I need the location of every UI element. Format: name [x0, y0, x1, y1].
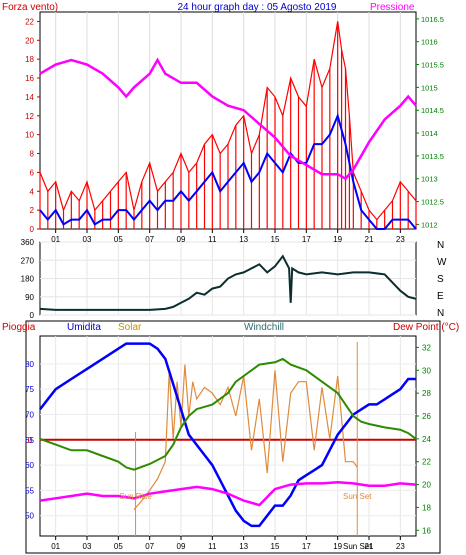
p1-x-tick-label: 09: [177, 235, 186, 244]
rain-zero-label: 0: [28, 436, 33, 445]
p3-right-tick-label: 24: [422, 435, 431, 444]
wind-gust-line: [39, 21, 417, 221]
p3-right-tick-label: 16: [422, 526, 431, 535]
p1-left-tick-label: 14: [25, 93, 34, 102]
p1-x-tick-label: 17: [302, 235, 311, 244]
p1-right-tick-label: 1012: [421, 220, 438, 229]
p2-tick-label: 360: [21, 238, 35, 247]
wind-axis-title: Forza vento): [2, 2, 58, 13]
p3-x-tick-label: 15: [271, 542, 280, 551]
p3-right-tick-label: 28: [422, 389, 431, 398]
p3-x-tick-label: 05: [114, 542, 123, 551]
pressure-axis-title: Pressione: [370, 2, 415, 13]
p3-x-tick-label: 03: [83, 542, 92, 551]
p3-right-tick-label: 26: [422, 412, 431, 421]
p1-left-tick-label: 8: [30, 150, 35, 159]
p3-right-tick-label: 22: [422, 458, 431, 467]
p1-x-tick-label: 03: [83, 235, 92, 244]
p1-x-tick-label: 23: [396, 235, 405, 244]
solar-line: [133, 364, 358, 511]
p3-left-tick-label: 65: [25, 436, 34, 445]
p3-left-tick-label: 60: [25, 461, 34, 470]
p2-tick-label: 0: [30, 311, 35, 320]
humidity-label: Umidita: [67, 322, 101, 333]
sunset-label: Sun Set: [343, 492, 372, 501]
sunset-x-tick-label: Sun Set: [343, 542, 372, 551]
p3-x-tick-label: 01: [51, 542, 60, 551]
p1-left-tick-label: 20: [25, 36, 34, 45]
compass-s: S: [437, 274, 444, 285]
compass-n-bottom: N: [437, 308, 444, 319]
p1-left-tick-label: 16: [25, 74, 34, 83]
p1-x-tick-label: 13: [239, 235, 248, 244]
p1-x-tick-label: 11: [208, 235, 217, 244]
bottom-outer-frame: [25, 320, 441, 554]
p3-right-tick-label: 20: [422, 481, 431, 490]
p1-left-tick-label: 18: [25, 55, 34, 64]
p3-left-tick-label: 75: [25, 385, 34, 394]
p3-x-tick-label: 13: [239, 542, 248, 551]
p1-x-tick-label: 07: [145, 235, 154, 244]
p3-left-tick-label: 80: [25, 360, 34, 369]
rain-label: Pioggia: [2, 322, 36, 333]
p2-tick-label: 90: [25, 293, 34, 302]
p3-x-tick-label: 11: [208, 542, 217, 551]
p1-left-tick-label: 4: [30, 187, 35, 196]
p1-right-tick-label: 1016: [421, 38, 438, 47]
temperature-line: [39, 357, 417, 471]
p3-left-tick-label: 70: [25, 410, 34, 419]
sunrise-label: Sun Rise: [119, 492, 152, 501]
p1-right-tick-label: 1015.5: [421, 61, 444, 70]
p3-left-tick-label: 55: [25, 486, 34, 495]
p1-left-tick-label: 2: [30, 206, 35, 215]
p1-right-tick-label: 1013.5: [421, 152, 444, 161]
p1-x-tick-label: 01: [51, 235, 60, 244]
p1-right-tick-label: 1012.5: [421, 198, 444, 207]
p1-left-tick-label: 22: [25, 17, 34, 26]
panel-frame-3: [39, 335, 417, 537]
p1-x-tick-label: 19: [333, 235, 342, 244]
p3-right-tick-label: 32: [422, 343, 431, 352]
p1-right-tick-label: 1013: [421, 175, 438, 184]
dewpoint-line: [39, 481, 417, 507]
dewpoint-label: Dew Point (°C): [393, 322, 459, 333]
solar-label: Solar: [118, 322, 142, 333]
p1-left-tick-label: 12: [25, 112, 34, 121]
p3-x-tick-label: 21: [365, 542, 374, 551]
humidity-line: [39, 342, 416, 528]
p2-tick-label: 180: [21, 275, 35, 284]
compass-e: E: [437, 291, 444, 302]
p1-left-tick-label: 6: [30, 168, 35, 177]
series-lines: [39, 21, 417, 536]
tick-labels: 01 03 05 07 09 11 13 15 17 19 21 230246810121416182…: [21, 15, 444, 551]
p3-right-tick-label: 30: [422, 366, 431, 375]
p1-left-tick-label: 0: [30, 225, 35, 234]
p1-right-tick-label: 1015: [421, 83, 438, 92]
p3-right-tick-label: 18: [422, 503, 431, 512]
p2-tick-label: 270: [21, 256, 35, 265]
pressure-line: [39, 57, 417, 181]
wind-direction-line: [39, 254, 417, 311]
p3-left-tick-label: 50: [25, 512, 34, 521]
p1-right-tick-label: 1014: [421, 129, 438, 138]
windchill-label: Windchill: [244, 322, 284, 333]
chart-frames: [25, 11, 441, 554]
p1-x-tick-label: 15: [271, 235, 280, 244]
p3-x-tick-label: 23: [396, 542, 405, 551]
compass-n-top: N: [437, 240, 444, 251]
p1-x-tick-label: 05: [114, 235, 123, 244]
p3-x-tick-label: 07: [145, 542, 154, 551]
p3-x-tick-label: 17: [302, 542, 311, 551]
compass-w: W: [437, 257, 447, 268]
p3-x-tick-label: 09: [177, 542, 186, 551]
p1-right-tick-label: 1016.5: [421, 15, 444, 24]
wind-average-line: [39, 112, 417, 230]
p1-right-tick-label: 1014.5: [421, 106, 444, 115]
p1-left-tick-label: 10: [25, 131, 34, 140]
p1-x-tick-label: 21: [365, 235, 374, 244]
chart-title: 24 hour graph day : 05 Agosto 2019: [177, 2, 336, 13]
p3-x-tick-label: 19: [333, 542, 342, 551]
